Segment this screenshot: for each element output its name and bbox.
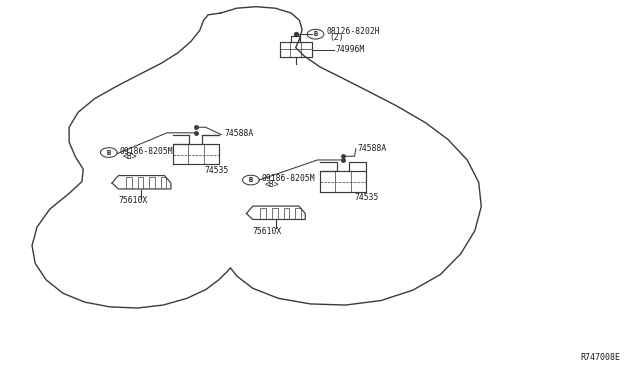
Text: B: B bbox=[107, 150, 111, 155]
Text: 74996M: 74996M bbox=[335, 45, 365, 54]
Text: 75610X: 75610X bbox=[118, 196, 148, 205]
Text: 74535: 74535 bbox=[205, 166, 229, 174]
Text: B: B bbox=[249, 177, 253, 183]
Text: 74535: 74535 bbox=[355, 193, 379, 202]
Text: 08126-8202H: 08126-8202H bbox=[326, 28, 380, 36]
Text: B: B bbox=[314, 31, 317, 37]
Text: 09186-8205M: 09186-8205M bbox=[262, 174, 316, 183]
Text: 09186-8205M: 09186-8205M bbox=[120, 147, 173, 156]
Text: (2): (2) bbox=[329, 33, 344, 42]
Text: <B>: <B> bbox=[265, 180, 280, 189]
Text: 75610X: 75610X bbox=[253, 227, 282, 236]
Text: 74588A: 74588A bbox=[357, 144, 387, 153]
Text: <B>: <B> bbox=[123, 153, 138, 161]
Text: 74588A: 74588A bbox=[224, 129, 253, 138]
Text: R747008E: R747008E bbox=[581, 353, 621, 362]
